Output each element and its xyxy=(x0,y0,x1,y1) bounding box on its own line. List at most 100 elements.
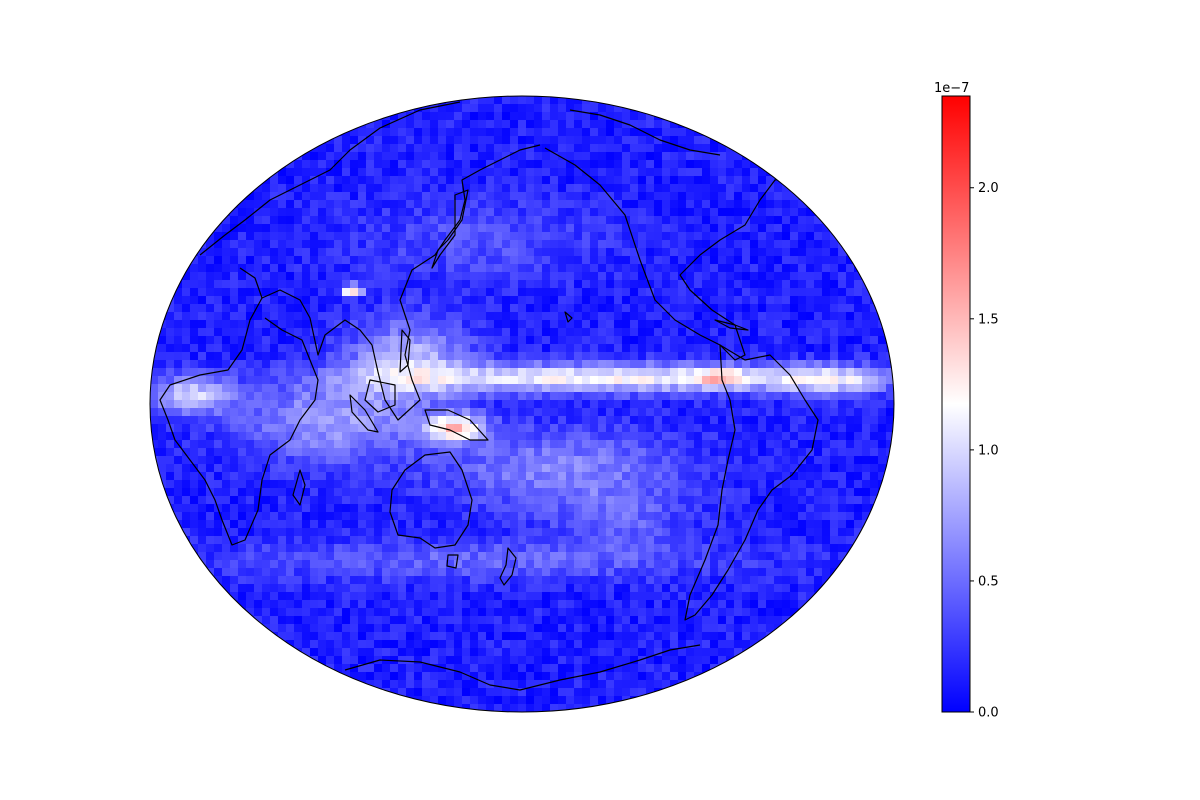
field-cell xyxy=(502,448,511,457)
field-cell xyxy=(342,344,351,353)
field-cell xyxy=(518,456,527,465)
field-cell xyxy=(294,384,303,393)
field-cell xyxy=(670,576,679,585)
field-cell xyxy=(750,240,759,249)
field-cell xyxy=(654,584,663,593)
field-cell xyxy=(558,360,567,369)
field-cell xyxy=(638,232,647,241)
field-cell xyxy=(574,544,583,553)
field-cell xyxy=(214,376,223,385)
field-cell xyxy=(518,568,527,577)
field-cell xyxy=(598,144,607,153)
field-cell xyxy=(614,216,623,225)
field-cell xyxy=(702,560,711,569)
field-cell xyxy=(286,160,295,169)
field-cell xyxy=(206,360,215,369)
field-cell xyxy=(734,256,743,265)
field-cell xyxy=(694,512,703,521)
field-cell xyxy=(718,520,727,529)
field-cell xyxy=(470,208,479,217)
field-cell xyxy=(798,328,807,337)
field-cell xyxy=(654,248,663,257)
field-cell xyxy=(478,592,487,601)
field-cell xyxy=(518,320,527,329)
field-cell xyxy=(582,440,591,449)
field-cell xyxy=(238,312,247,321)
field-cell xyxy=(190,496,199,505)
field-cell xyxy=(486,504,495,513)
field-cell xyxy=(582,552,591,561)
field-cell xyxy=(382,320,391,329)
field-cell xyxy=(334,472,343,481)
field-cell xyxy=(214,344,223,353)
field-cell xyxy=(718,184,727,193)
field-cell xyxy=(278,464,287,473)
field-cell xyxy=(526,440,535,449)
field-cell xyxy=(414,552,423,561)
field-cell xyxy=(702,296,711,305)
field-cell xyxy=(694,504,703,513)
field-cell xyxy=(742,352,751,361)
field-cell xyxy=(246,232,255,241)
field-cell xyxy=(302,496,311,505)
field-cell xyxy=(430,104,439,113)
field-cell xyxy=(414,288,423,297)
field-cell xyxy=(646,528,655,537)
field-cell xyxy=(830,432,839,441)
field-cell xyxy=(326,176,335,185)
field-cell xyxy=(550,464,559,473)
field-cell xyxy=(766,416,775,425)
field-cell xyxy=(198,248,207,257)
field-cell xyxy=(582,248,591,257)
field-cell xyxy=(182,360,191,369)
field-cell xyxy=(406,304,415,313)
field-cell xyxy=(790,224,799,233)
field-cell xyxy=(478,360,487,369)
field-cell xyxy=(622,512,631,521)
field-cell xyxy=(862,440,871,449)
field-cell xyxy=(486,336,495,345)
field-cell xyxy=(190,488,199,497)
field-cell xyxy=(238,352,247,361)
field-cell xyxy=(854,432,863,441)
field-cell xyxy=(190,272,199,281)
field-cell xyxy=(310,288,319,297)
field-cell xyxy=(222,408,231,417)
field-cell xyxy=(302,304,311,313)
field-cell xyxy=(294,456,303,465)
field-cell xyxy=(510,472,519,481)
field-cell xyxy=(334,512,343,521)
field-cell xyxy=(278,432,287,441)
field-cell xyxy=(590,160,599,169)
field-cell xyxy=(518,368,527,377)
field-cell xyxy=(830,512,839,521)
field-cell xyxy=(774,520,783,529)
field-cell xyxy=(718,256,727,265)
field-cell xyxy=(438,432,447,441)
field-cell xyxy=(334,248,343,257)
field-cell xyxy=(566,112,575,121)
field-cell xyxy=(470,544,479,553)
field-cell xyxy=(670,528,679,537)
field-cell xyxy=(502,184,511,193)
field-cell xyxy=(286,520,295,529)
field-cell xyxy=(502,136,511,145)
field-cell xyxy=(390,416,399,425)
field-cell xyxy=(270,256,279,265)
field-cell xyxy=(318,464,327,473)
field-cell xyxy=(510,96,519,105)
field-cell xyxy=(494,496,503,505)
field-cell xyxy=(390,368,399,377)
field-cell xyxy=(630,448,639,457)
field-cell xyxy=(478,224,487,233)
field-cell xyxy=(270,240,279,249)
field-cell xyxy=(542,96,551,105)
field-cell xyxy=(438,320,447,329)
field-cell xyxy=(414,152,423,161)
field-cell xyxy=(774,456,783,465)
field-cell xyxy=(662,208,671,217)
field-cell xyxy=(494,592,503,601)
field-cell xyxy=(774,296,783,305)
field-cell xyxy=(414,584,423,593)
field-cell xyxy=(326,384,335,393)
